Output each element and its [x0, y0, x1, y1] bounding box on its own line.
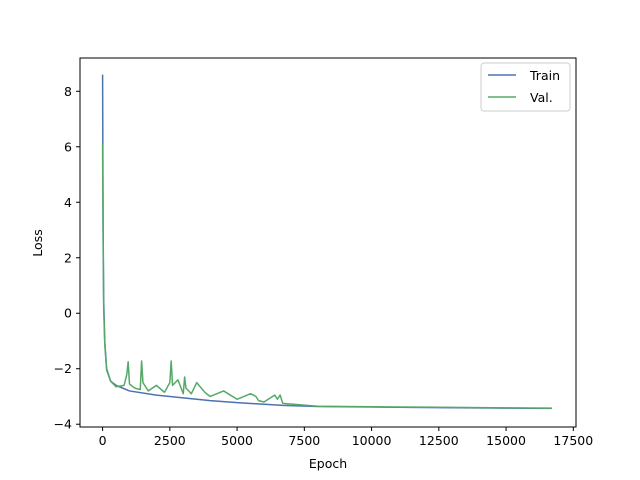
x-tick-label: 15000 — [486, 433, 526, 448]
y-tick-label: 6 — [64, 139, 72, 154]
x-tick-label: 17500 — [553, 433, 593, 448]
legend-label-train: Train — [529, 68, 560, 83]
x-axis-title: Epoch — [309, 456, 347, 471]
y-tick-label: 8 — [64, 84, 72, 99]
x-tick-label: 2500 — [154, 433, 186, 448]
x-tick-label: 7500 — [288, 433, 320, 448]
axes-layer: 0 2500 5000 7500 10000 12500 15000 17500 −4 −2 0 2 4… — [54, 84, 594, 448]
series-line-val — [101, 144, 552, 409]
y-tick-label: 2 — [64, 250, 72, 265]
x-tick-label: 12500 — [419, 433, 459, 448]
series-layer — [101, 74, 552, 410]
y-tick-label: 4 — [64, 195, 72, 210]
y-tick-label: −4 — [54, 417, 72, 432]
y-tick-label: −2 — [54, 361, 72, 376]
plot-frame — [79, 57, 577, 428]
series-line-train — [101, 74, 552, 410]
y-tick-label: 0 — [64, 306, 72, 321]
x-tick-label: 10000 — [352, 433, 392, 448]
x-tick-label: 5000 — [221, 433, 253, 448]
legend-label-val: Val. — [530, 90, 553, 105]
y-axis-title: Loss — [30, 229, 45, 256]
legend: Train Val. — [480, 62, 571, 112]
x-tick-label: 0 — [99, 433, 107, 448]
